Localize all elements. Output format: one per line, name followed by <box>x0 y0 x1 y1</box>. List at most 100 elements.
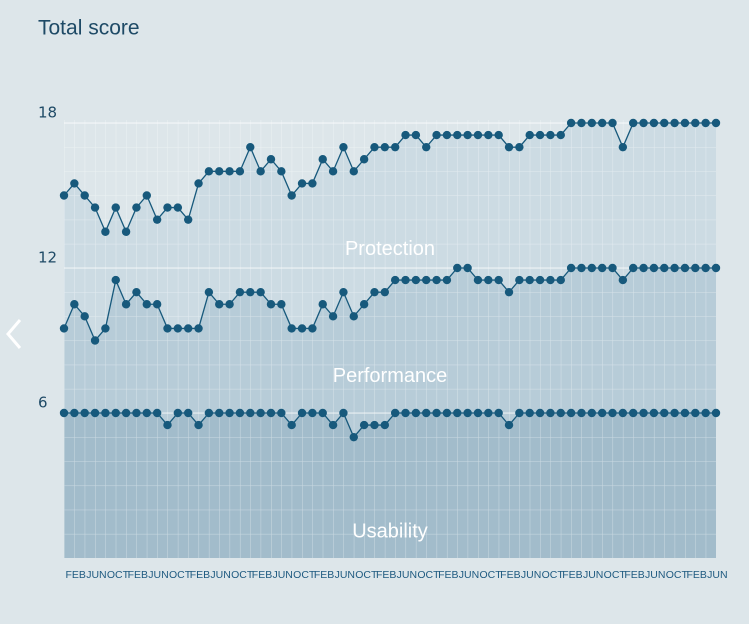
point <box>556 275 565 285</box>
point <box>618 408 628 418</box>
point <box>401 408 410 418</box>
x-tick-label: OCT <box>231 569 254 581</box>
point <box>90 408 100 418</box>
point <box>597 263 607 273</box>
point <box>111 203 120 212</box>
point <box>152 215 162 224</box>
series-line <box>63 267 716 342</box>
point <box>59 191 69 200</box>
point <box>639 118 648 128</box>
point <box>484 275 493 285</box>
x-tick-label: FEB <box>624 569 644 581</box>
point <box>370 420 379 430</box>
point <box>111 275 120 285</box>
x-tick-label: OCT <box>479 569 502 581</box>
point <box>70 300 79 309</box>
area-label: Performance <box>333 365 448 387</box>
x-tick-label: JUN <box>645 569 665 581</box>
point <box>215 300 224 309</box>
point <box>339 142 348 152</box>
point <box>318 155 327 164</box>
x-tick-label: FEB <box>376 569 396 581</box>
point <box>504 287 514 297</box>
y-tick-label: 12 <box>38 249 57 267</box>
point <box>266 408 276 418</box>
point <box>80 191 89 200</box>
point <box>670 118 679 128</box>
x-tick-label: JUN <box>86 569 106 581</box>
area-label: Usability <box>352 520 428 542</box>
point <box>670 263 679 273</box>
point <box>504 142 514 152</box>
point <box>515 408 524 418</box>
point <box>235 167 245 176</box>
point <box>577 408 586 418</box>
point <box>515 142 524 152</box>
point <box>339 408 348 418</box>
point <box>101 324 110 333</box>
point <box>629 263 638 273</box>
point <box>608 263 617 273</box>
point <box>349 432 358 442</box>
point <box>328 167 338 176</box>
x-tick-label: OCT <box>293 569 316 581</box>
point <box>463 263 472 273</box>
point <box>535 408 545 418</box>
point <box>359 420 369 430</box>
minor-grid <box>64 120 716 558</box>
point <box>566 263 576 273</box>
x-tick-label: FEB <box>66 569 86 581</box>
point <box>256 167 265 176</box>
point <box>152 300 162 309</box>
series-line <box>63 122 716 234</box>
point <box>204 287 214 297</box>
point <box>132 203 141 212</box>
x-tick-label: FEB <box>314 569 334 581</box>
point <box>215 408 224 418</box>
point <box>494 408 503 418</box>
point <box>411 408 421 418</box>
point <box>597 408 607 418</box>
point <box>711 118 721 128</box>
point <box>504 420 514 430</box>
point <box>173 324 183 333</box>
point <box>411 130 421 140</box>
area-label: Protection <box>345 238 435 260</box>
point <box>618 142 628 152</box>
point <box>432 408 441 418</box>
point <box>59 408 69 418</box>
point <box>194 179 203 188</box>
point <box>587 118 597 128</box>
point <box>359 155 369 164</box>
point <box>587 263 597 273</box>
point <box>566 118 576 128</box>
point <box>194 420 203 430</box>
point <box>225 300 234 309</box>
point <box>390 142 400 152</box>
point <box>432 130 441 140</box>
x-tick-label: FEB <box>500 569 520 581</box>
x-tick-label: OCT <box>542 569 565 581</box>
x-tick-label: OCT <box>417 569 440 581</box>
x-tick-label: JUN <box>335 569 355 581</box>
point <box>566 408 576 418</box>
series-line <box>64 411 716 439</box>
point <box>370 287 379 297</box>
prev-arrow[interactable] <box>6 319 22 349</box>
point <box>390 408 400 418</box>
x-tick-label: JUN <box>583 569 603 581</box>
point <box>277 408 286 418</box>
point <box>463 130 472 140</box>
point <box>639 408 648 418</box>
point <box>442 275 452 285</box>
point <box>535 130 545 140</box>
point <box>101 408 110 418</box>
point <box>556 408 565 418</box>
x-tick-label: FEB <box>562 569 582 581</box>
point <box>328 312 338 321</box>
point <box>649 408 659 418</box>
point <box>297 324 307 333</box>
point <box>453 130 462 140</box>
